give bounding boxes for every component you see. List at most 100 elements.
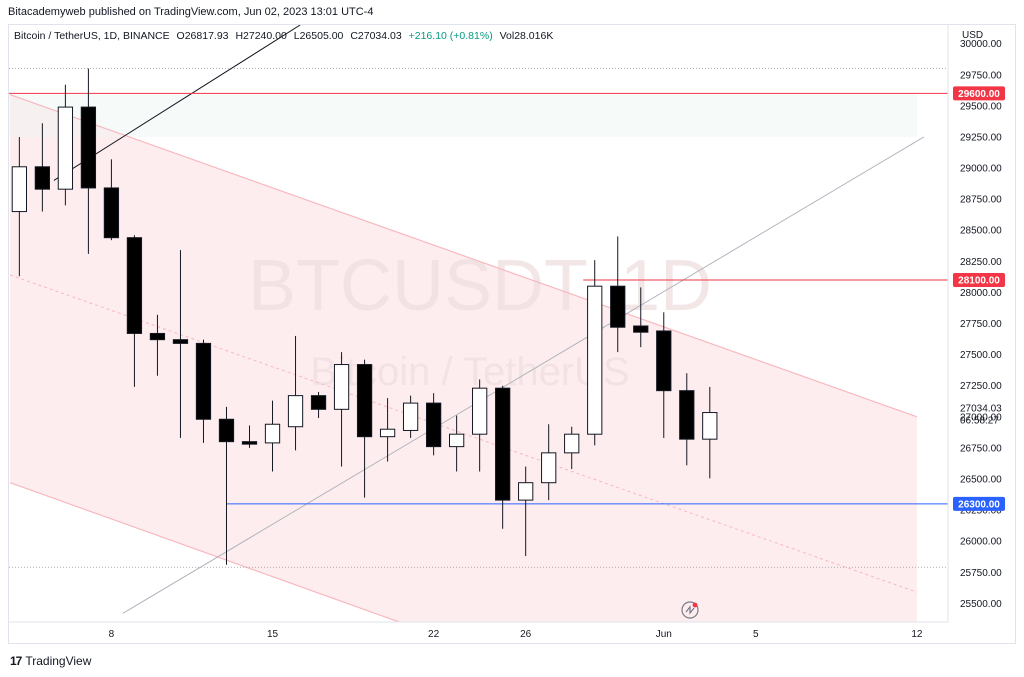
candle[interactable] [425,393,442,456]
legend-volume: Vol28.016K [499,30,554,42]
y-tick-label: 27500.00 [960,350,1002,361]
candle-body [80,106,97,189]
candle-body [449,433,465,448]
candle-body [34,166,51,190]
y-tick-label: 27250.00 [960,381,1002,392]
candle-body [218,418,235,443]
candle[interactable] [702,386,718,479]
candle[interactable] [126,235,143,387]
legend-close: C27034.03 [350,30,402,42]
y-tick-label: 29750.00 [960,70,1002,81]
y-tick-label: 28500.00 [960,226,1002,237]
candle[interactable] [564,426,580,470]
watermark-symbol: BTCUSDT, 1D [248,246,712,326]
candle[interactable] [195,339,212,443]
candle[interactable] [310,391,327,419]
candle-body [103,187,120,239]
tradingview-logo-icon: 17 [10,654,22,668]
upper-zone-fill [9,93,917,137]
candle[interactable] [80,68,97,254]
candle-body [57,106,74,190]
candle[interactable] [587,260,603,446]
chart-frame [8,24,1016,644]
candle-body [379,428,396,438]
candle-body [333,364,350,410]
candle-body [702,412,718,440]
y-tick-label: 28000.00 [960,288,1002,299]
candle[interactable] [518,466,534,557]
candle[interactable] [495,385,511,529]
countdown-label: 06:58:27 [960,416,999,427]
candle[interactable] [356,359,373,498]
candle[interactable] [57,84,74,206]
y-tick-label: 26500.00 [960,474,1002,485]
x-tick-label: 5 [753,629,759,640]
candle[interactable] [149,314,166,376]
candle[interactable] [172,250,189,438]
candle[interactable] [472,379,488,472]
candle-body [310,395,327,410]
candle-body [564,433,580,454]
y-tick-label: 29500.00 [960,101,1002,112]
candle[interactable] [610,236,626,353]
candle[interactable] [11,136,27,277]
candle-body [610,285,626,328]
publish-info: Bitacademyweb published on TradingView.c… [8,6,374,18]
candle-body [126,237,143,334]
candle[interactable] [333,352,350,467]
channel-upper-line[interactable] [9,94,918,418]
price-tag: 28100.00 [953,272,1005,287]
candle-body [495,387,511,501]
y-tick-label: 29250.00 [960,132,1002,143]
legend-symbol: Bitcoin / TetherUS, 1D, BINANCE [14,30,170,42]
chart-legend: Bitcoin / TetherUS, 1D, BINANCE O26817.9… [14,30,553,42]
candle-body [264,423,281,444]
candle[interactable] [287,335,304,451]
last-price-label: 27034.03 [960,404,1002,415]
candle-body [518,482,534,501]
y-tick-label: 26000.00 [960,537,1002,548]
channel-fill [10,94,917,622]
candle-body [472,387,488,435]
price-tag: 29600.00 [953,86,1005,101]
x-tick-label: 12 [911,629,923,640]
candle[interactable] [241,425,258,448]
candle-body [172,339,189,344]
price-tag-bg [953,496,1005,511]
x-tick-label: Jun [656,629,672,640]
currency-label: USD [962,30,983,41]
candle[interactable] [656,312,672,438]
candle[interactable] [218,406,235,565]
candle[interactable] [402,395,419,438]
candle-body [287,395,304,428]
legend-change: +216.10 (+0.81%) [408,30,493,42]
legend-high: H27240.00 [235,30,287,42]
y-tick-label: 29000.00 [960,164,1002,175]
candle[interactable] [541,424,557,501]
candle[interactable] [34,123,51,212]
candle[interactable] [449,415,465,472]
candle[interactable] [679,373,695,466]
y-tick-label: 25500.00 [960,599,1002,610]
candle[interactable] [264,400,281,472]
channel-middle-line[interactable] [9,274,918,593]
replay-icon[interactable] [681,601,699,619]
price-tag-bg [953,272,1005,287]
price-tag-label: 26300.00 [958,499,1000,510]
channel-lower-line[interactable] [9,482,400,622]
candle-body [402,402,419,431]
y-tick-label: 28750.00 [960,195,1002,206]
x-tick-label: 15 [267,629,279,640]
trendline[interactable] [122,136,925,614]
candle[interactable] [379,398,396,462]
candle-body [656,330,672,392]
legend-open: O26817.93 [176,30,229,42]
candle-body [587,285,603,435]
x-tick-label: 26 [520,629,532,640]
footer: 17 TradingView [10,654,91,668]
candle[interactable] [633,287,649,348]
candle-body [679,390,695,440]
tradingview-label: TradingView [25,654,92,668]
candle[interactable] [103,159,120,241]
